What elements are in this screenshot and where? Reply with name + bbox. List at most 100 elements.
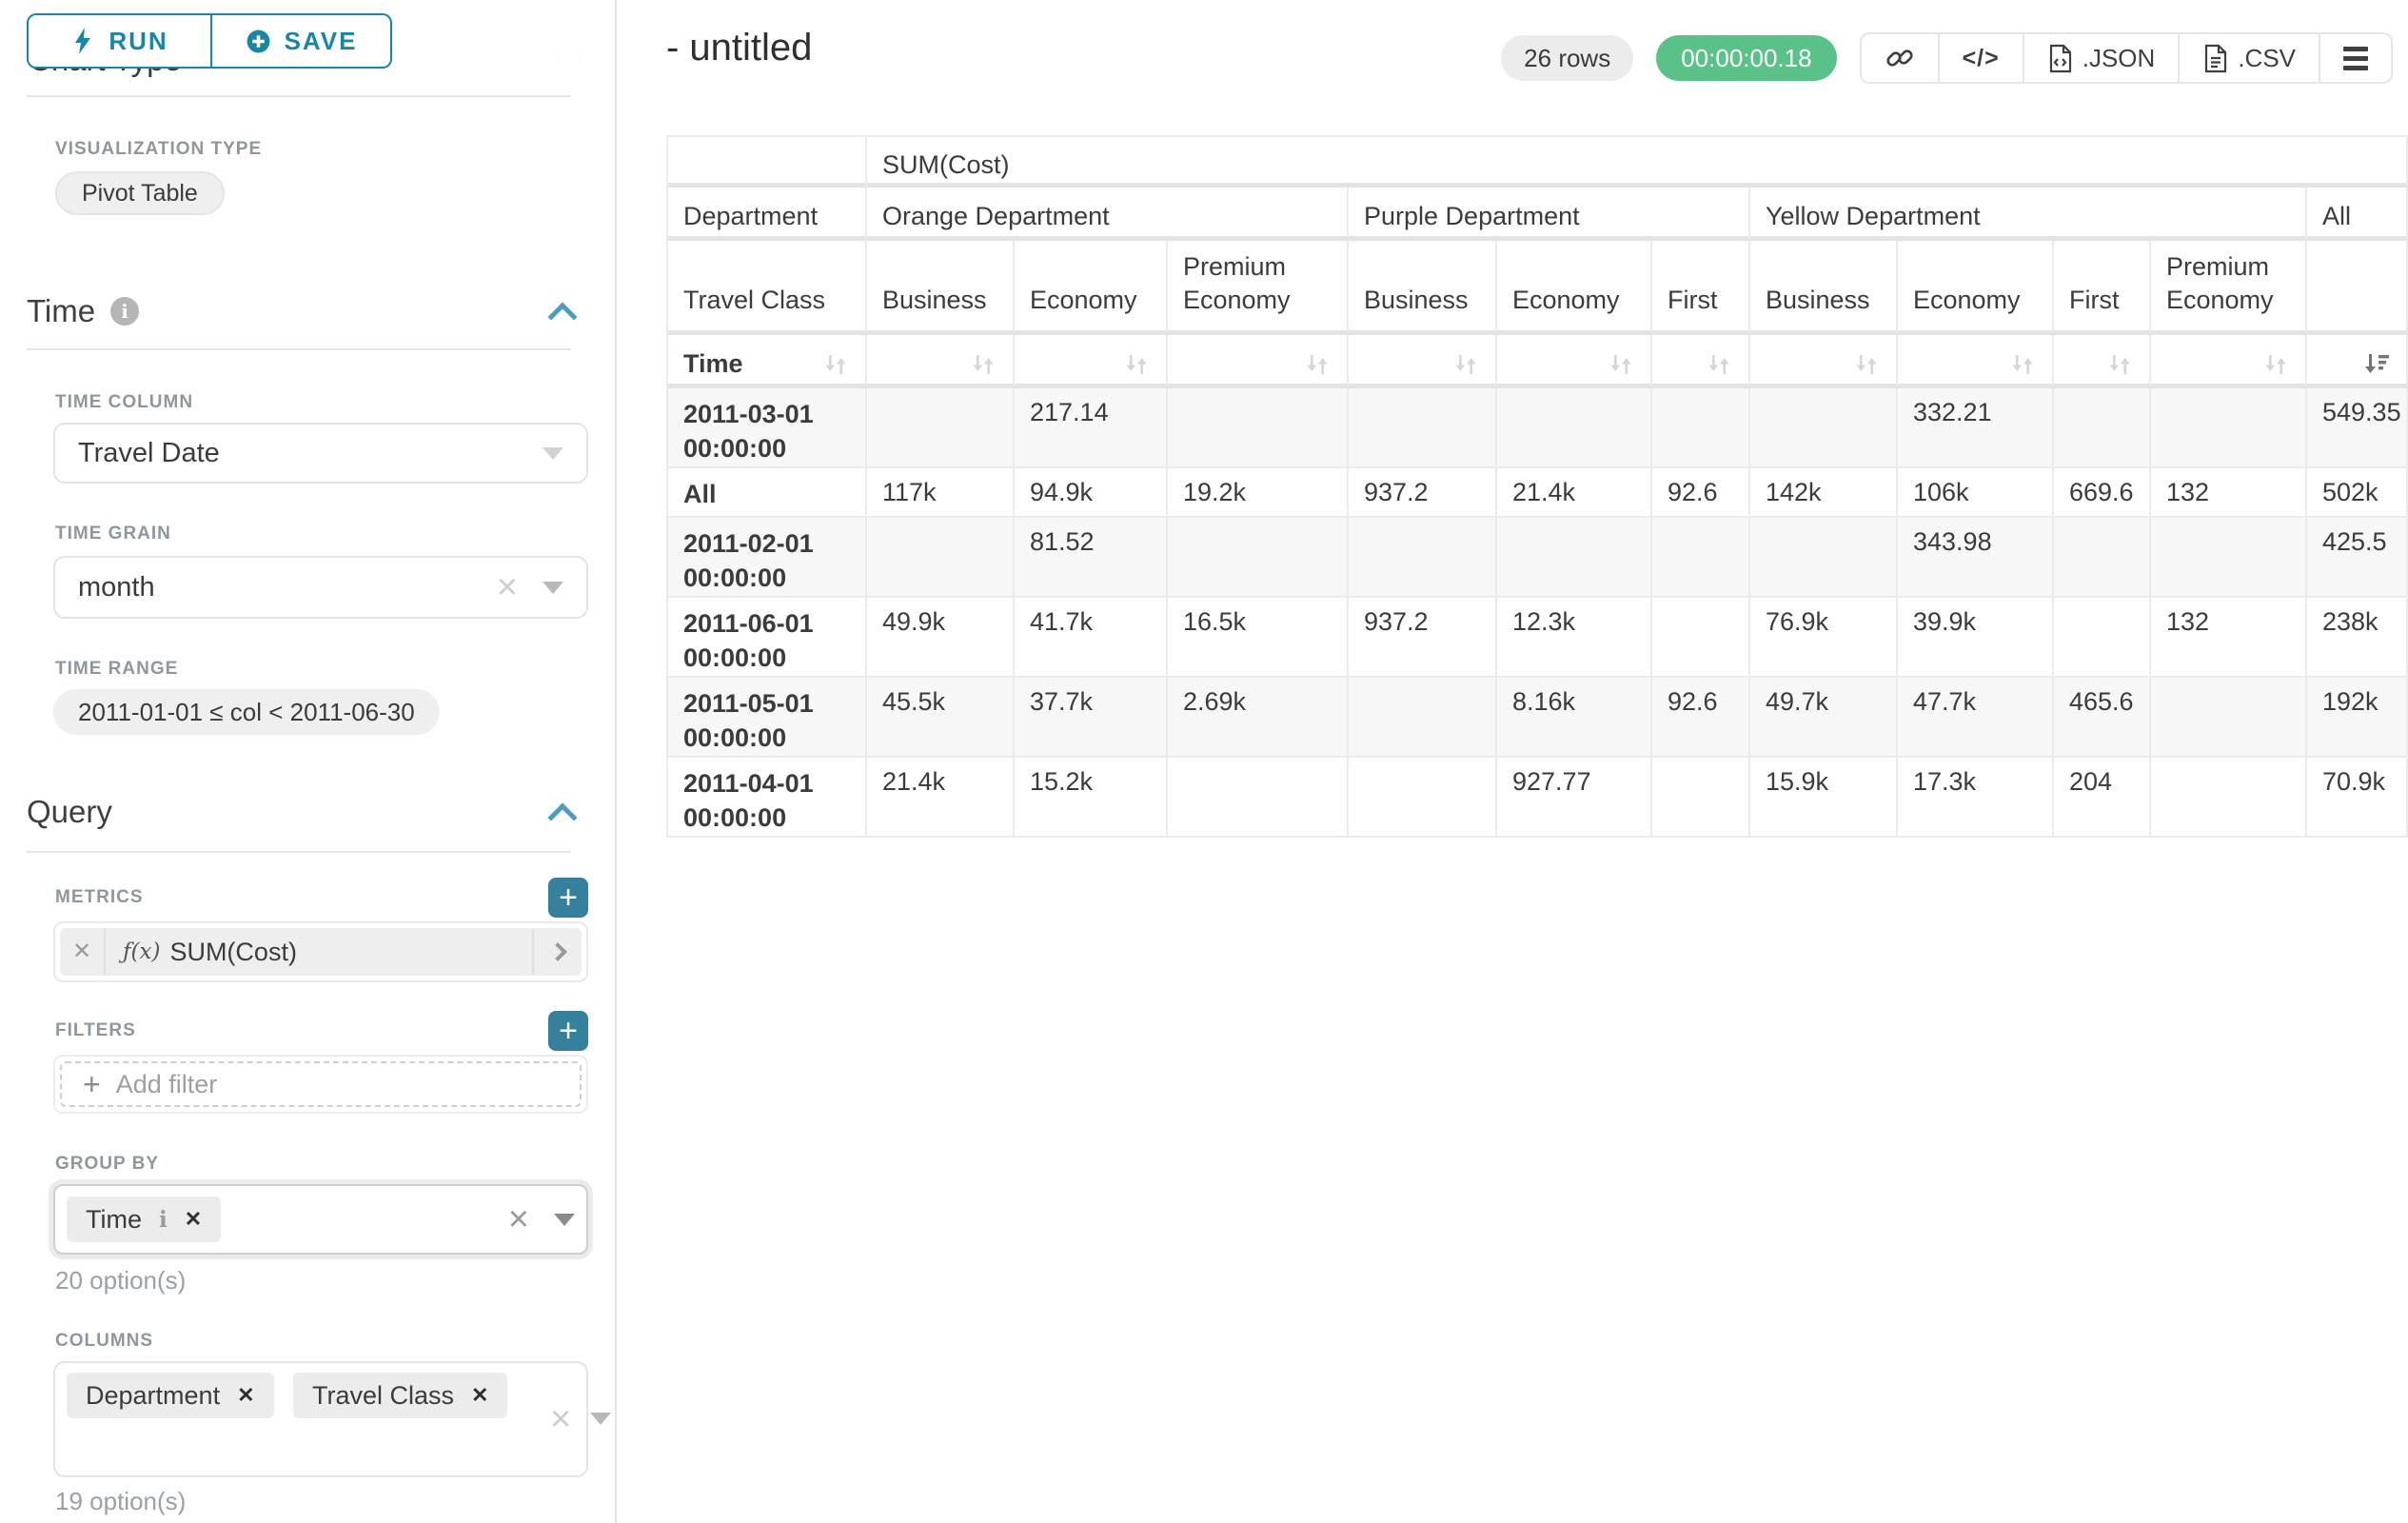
- menu-button[interactable]: [2319, 34, 2391, 82]
- metric-pill[interactable]: ✕ ƒ(x) SUM(Cost): [60, 928, 582, 976]
- sort-icon[interactable]: [969, 350, 997, 379]
- visualization-type-pill[interactable]: Pivot Table: [55, 171, 225, 215]
- run-button-label: RUN: [109, 26, 168, 55]
- columns-select[interactable]: Department ✕ Travel Class ✕ ×: [53, 1361, 611, 1477]
- pivot-value-cell: 49.7k: [1750, 678, 1898, 759]
- sort-descending-icon[interactable]: [2362, 350, 2391, 379]
- add-metric-button[interactable]: +: [548, 878, 588, 918]
- pivot-value-cell: 204: [2054, 758, 2151, 839]
- time-section-chevron-up-icon[interactable]: [547, 302, 578, 332]
- pivot-value-cell: [1750, 518, 1898, 599]
- pivot-value-cell: 45.5k: [867, 678, 1015, 759]
- sort-header-cell: [1652, 335, 1750, 389]
- sort-header-cell: [1750, 335, 1898, 389]
- plus-icon: +: [83, 1066, 101, 1101]
- sort-icon[interactable]: [1303, 350, 1332, 379]
- sort-icon[interactable]: [1852, 350, 1881, 379]
- pivot-value-cell: 142k: [1750, 468, 1898, 519]
- department-header: Yellow Department: [1750, 188, 2307, 241]
- travel-class-header: Business: [1349, 241, 1497, 336]
- columns-tag[interactable]: Travel Class ✕: [292, 1373, 508, 1418]
- filters-control: + Add filter: [53, 1055, 588, 1114]
- pivot-value-cell: [1497, 388, 1652, 469]
- export-json-button[interactable]: .JSON: [2022, 34, 2179, 82]
- embed-code-button[interactable]: </>: [1937, 34, 2023, 82]
- sort-icon[interactable]: [821, 350, 850, 379]
- add-filter-label: Add filter: [115, 1069, 218, 1098]
- pivot-value-cell: 16.5k: [1168, 598, 1349, 679]
- sort-icon[interactable]: [2105, 350, 2134, 379]
- sort-header-cell: [1497, 335, 1652, 389]
- sort-icon[interactable]: [1122, 350, 1151, 379]
- time-grain-select[interactable]: month ×: [53, 556, 588, 619]
- query-section-chevron-up-icon[interactable]: [547, 802, 578, 833]
- query-timer-badge: 00:00:00.18: [1656, 35, 1837, 81]
- sort-header-cell: [1349, 335, 1497, 389]
- remove-tag-icon[interactable]: ✕: [184, 1207, 203, 1231]
- info-icon[interactable]: i: [159, 1206, 168, 1233]
- tag-label: Travel Class: [311, 1380, 454, 1410]
- add-filter-plus-button[interactable]: +: [548, 1011, 588, 1051]
- query-section-title: Query: [27, 794, 112, 829]
- sort-icon[interactable]: [2008, 350, 2037, 379]
- pivot-data-row: 2011-03-01 00:00:00 217.14 332.21 549.35: [668, 388, 2408, 469]
- export-button-group: </> .JSON .CSV: [1859, 32, 2393, 84]
- pivot-value-cell: [1652, 598, 1750, 679]
- expand-metric-button[interactable]: [532, 928, 582, 976]
- pivot-value-cell: 217.14: [1015, 388, 1168, 469]
- copy-link-button[interactable]: [1861, 34, 1938, 82]
- pivot-row-header: 2011-02-01 00:00:00: [668, 518, 867, 599]
- chevron-right-icon: [548, 942, 567, 961]
- group-by-options-hint: 20 option(s): [55, 1266, 187, 1295]
- run-button[interactable]: RUN: [27, 13, 211, 69]
- pivot-value-cell: 502k: [2307, 468, 2408, 519]
- run-save-button-group: RUN SAVE: [27, 13, 392, 69]
- remove-metric-icon[interactable]: ✕: [60, 928, 106, 976]
- group-by-select[interactable]: Time i ✕ ×: [53, 1184, 588, 1255]
- divider: [27, 851, 571, 853]
- pivot-row-header: 2011-05-01 00:00:00: [668, 678, 867, 759]
- group-by-tag[interactable]: Time i ✕: [67, 1197, 222, 1242]
- travel-class-axis-label: Travel Class: [668, 241, 867, 336]
- sort-icon[interactable]: [2261, 350, 2290, 379]
- add-filter-button[interactable]: + Add filter: [60, 1061, 582, 1107]
- remove-tag-icon[interactable]: ✕: [471, 1383, 489, 1407]
- time-section-header: Time i: [27, 293, 140, 329]
- info-icon[interactable]: i: [110, 297, 140, 326]
- chart-type-collapse-chevron-icon[interactable]: [548, 55, 590, 70]
- pivot-value-cell: 132: [2151, 598, 2307, 679]
- pivot-value-cell: [867, 518, 1015, 599]
- pivot-value-cell: 465.6: [2054, 678, 2151, 759]
- clear-icon[interactable]: ×: [496, 567, 518, 607]
- remove-tag-icon[interactable]: ✕: [237, 1383, 255, 1407]
- pivot-value-cell: 238k: [2307, 598, 2408, 679]
- sort-icon[interactable]: [1607, 350, 1635, 379]
- pivot-value-cell: [2151, 388, 2307, 469]
- pivot-value-cell: 21.4k: [867, 758, 1015, 839]
- chart-title[interactable]: - untitled: [666, 27, 813, 69]
- columns-tag[interactable]: Department ✕: [67, 1373, 274, 1418]
- pivot-table: SUM(Cost) Department Orange Department Pu…: [666, 135, 2408, 839]
- plus-circle-icon: [247, 30, 270, 52]
- travel-class-header: First: [2054, 241, 2151, 336]
- pivot-value-cell: [1349, 758, 1497, 839]
- pivot-value-cell: 17.3k: [1898, 758, 2054, 839]
- tag-label: Department: [86, 1380, 221, 1410]
- time-range-pill[interactable]: 2011-01-01 ≤ col < 2011-06-30: [53, 689, 440, 735]
- row-count-badge: 26 rows: [1501, 35, 1634, 81]
- sort-icon[interactable]: [1451, 350, 1480, 379]
- pivot-data-row: 2011-06-01 00:00:00 49.9k 41.7k 16.5k 937.2 1…: [668, 598, 2408, 679]
- sort-icon[interactable]: [1705, 350, 1733, 379]
- clear-icon[interactable]: ×: [550, 1399, 572, 1439]
- pivot-data-row: 2011-02-01 00:00:00 81.52 343.98 425.5: [668, 518, 2408, 599]
- pivot-value-cell: 47.7k: [1898, 678, 2054, 759]
- lightning-icon: [75, 28, 91, 54]
- pivot-value-cell: 49.9k: [867, 598, 1015, 679]
- export-csv-button[interactable]: .CSV: [2178, 34, 2319, 82]
- clear-icon[interactable]: ×: [507, 1199, 529, 1239]
- metric-header-row: SUM(Cost): [668, 137, 2408, 188]
- department-axis-label: Department: [668, 188, 867, 241]
- travel-class-header: Premium Economy: [2151, 241, 2307, 336]
- time-column-select[interactable]: Travel Date: [53, 423, 588, 484]
- save-button[interactable]: SAVE: [211, 13, 392, 69]
